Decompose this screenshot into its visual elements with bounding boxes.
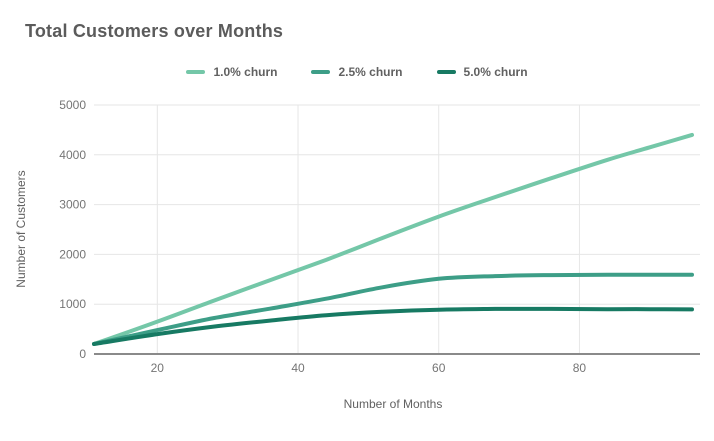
legend-item-1.0-churn: 1.0% churn — [186, 65, 277, 79]
legend: 1.0% churn 2.5% churn 5.0% churn — [0, 64, 714, 80]
series-line-2.5-churn — [92, 272, 694, 346]
legend-swatch-icon — [436, 70, 456, 74]
chart-title: Total Customers over Months — [25, 21, 284, 41]
legend-label: 5.0% churn — [463, 65, 528, 79]
y-tick-label-3000: 3000 — [59, 198, 86, 212]
legend-item-5.0-churn: 5.0% churn — [436, 65, 528, 79]
y-axis-title: Number of Customers — [14, 170, 28, 288]
y-tick-label-1000: 1000 — [59, 297, 86, 311]
x-tick-label-60: 60 — [432, 361, 446, 375]
x-axis-title: Number of Months — [343, 397, 443, 411]
legend-swatch-icon — [186, 70, 206, 74]
legend-item-2.5-churn: 2.5% churn — [311, 65, 403, 79]
y-tick-label-0: 0 — [79, 347, 86, 361]
x-tick-label-20: 20 — [151, 361, 165, 375]
legend-label: 1.0% churn — [213, 65, 278, 79]
series-line-5.0-churn — [92, 306, 694, 346]
y-tick-label-2000: 2000 — [59, 247, 86, 261]
x-tick-label-80: 80 — [573, 361, 587, 375]
series-line-1.0-churn — [92, 132, 694, 346]
y-tick-label-5000: 5000 — [59, 98, 86, 112]
legend-label: 2.5% churn — [338, 65, 403, 79]
y-tick-label-4000: 4000 — [59, 148, 86, 162]
x-tick-label-40: 40 — [291, 361, 305, 375]
legend-swatch-icon — [311, 70, 331, 74]
